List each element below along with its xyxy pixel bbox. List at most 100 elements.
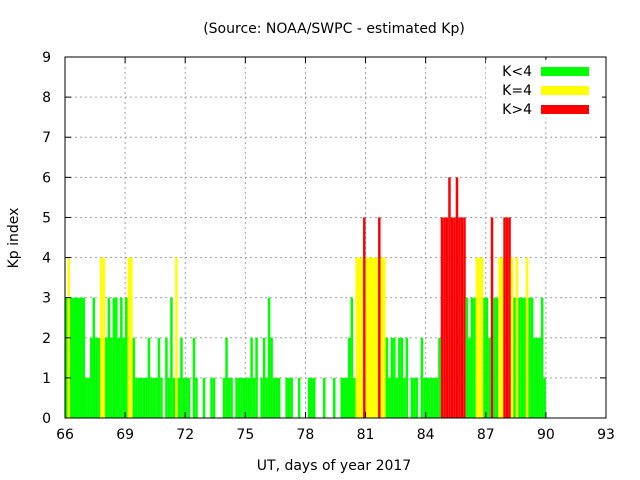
kp-bar <box>483 297 486 418</box>
kp-bar <box>513 297 516 418</box>
kp-bar <box>125 297 128 418</box>
y-tick-label: 3 <box>42 291 51 307</box>
x-tick-label: 87 <box>477 427 495 443</box>
kp-bar <box>97 337 101 418</box>
kp-bar <box>360 257 364 418</box>
kp-bar <box>225 337 228 418</box>
kp-bar <box>450 217 454 418</box>
kp-bar <box>120 297 123 418</box>
kp-bar <box>390 337 394 418</box>
kp-bar <box>460 217 464 418</box>
kp-bar <box>90 337 93 418</box>
kp-bar <box>170 297 173 418</box>
kp-bar <box>107 297 111 418</box>
kp-bar <box>270 337 273 418</box>
kp-bar <box>122 337 126 418</box>
kp-bar <box>443 217 446 418</box>
kp-bar <box>385 337 389 418</box>
kp-bar <box>520 297 524 418</box>
y-tick-label: 5 <box>42 210 51 226</box>
x-tick-label: 84 <box>417 427 435 443</box>
kp-bar <box>245 377 248 418</box>
kp-bar <box>235 377 238 418</box>
kp-bar <box>540 297 544 418</box>
kp-bar <box>543 377 546 418</box>
kp-bar <box>187 377 191 418</box>
kp-bar <box>82 297 86 418</box>
kp-bar <box>340 377 344 418</box>
kp-bar <box>140 377 143 418</box>
kp-bar <box>403 377 406 418</box>
x-tick-label: 72 <box>176 427 194 443</box>
kp-bar <box>485 297 489 418</box>
kp-bar <box>530 297 534 418</box>
kp-bar <box>398 337 401 418</box>
kp-bar <box>433 377 436 418</box>
kp-bar <box>92 297 96 418</box>
y-tick-label: 8 <box>42 90 51 106</box>
x-tick-label: 78 <box>297 427 315 443</box>
kp-bars <box>65 177 546 418</box>
kp-bar <box>247 377 251 418</box>
kp-bar <box>528 297 531 418</box>
kp-bar <box>405 337 409 418</box>
kp-bar <box>508 217 511 418</box>
kp-bar <box>227 377 231 418</box>
kp-bar <box>465 297 469 418</box>
kp-bar <box>505 217 509 418</box>
kp-bar <box>157 337 161 418</box>
kp-bar <box>185 377 188 418</box>
kp-bar <box>265 377 268 418</box>
kp-bar <box>95 337 98 418</box>
y-axis-label: Kp index <box>6 208 22 269</box>
kp-bar <box>453 217 456 418</box>
kp-bar <box>473 297 476 418</box>
kp-bar <box>105 337 108 418</box>
kp-bar <box>132 337 136 418</box>
kp-bar <box>370 257 374 418</box>
kp-bar <box>102 257 106 418</box>
kp-bar <box>117 337 121 418</box>
kp-bar <box>523 297 526 418</box>
kp-bar <box>222 377 226 418</box>
kp-bar <box>395 377 399 418</box>
kp-bar <box>345 377 349 418</box>
kp-bar <box>307 377 311 418</box>
kp-bar <box>428 377 431 418</box>
kp-bar <box>272 377 276 418</box>
x-axis-label: UT, days of year 2017 <box>257 458 411 474</box>
kp-bar <box>373 257 376 418</box>
kp-bar <box>262 337 266 418</box>
kp-bar <box>388 377 391 418</box>
kp-bar <box>237 377 241 418</box>
kp-bar <box>490 217 494 418</box>
kp-bar <box>212 377 216 418</box>
kp-bar <box>480 257 484 418</box>
chart-title: (Source: NOAA/SWPC - estimated Kp) <box>203 21 465 37</box>
kp-bar <box>142 377 146 418</box>
kp-bar <box>165 337 168 418</box>
kp-bar <box>100 257 103 418</box>
legend-label: K<4 <box>502 64 532 80</box>
kp-bar <box>110 337 113 418</box>
kp-bar <box>448 177 451 418</box>
kp-bar <box>515 257 519 418</box>
kp-bar <box>287 377 291 418</box>
kp-bar <box>378 217 381 418</box>
kp-bar <box>380 257 384 418</box>
x-tick-label: 75 <box>236 427 254 443</box>
kp-bar <box>252 377 256 418</box>
kp-bar <box>353 377 356 418</box>
x-tick-label: 81 <box>357 427 375 443</box>
kp-bar <box>383 257 386 418</box>
kp-bar <box>355 257 359 418</box>
kp-bar <box>488 337 491 418</box>
kp-bar <box>400 337 404 418</box>
kp-bar <box>322 377 326 418</box>
kp-bar <box>290 377 293 418</box>
kp-bar <box>230 377 233 418</box>
y-tick-label: 1 <box>42 371 51 387</box>
kp-bar <box>77 297 81 418</box>
kp-bar <box>130 257 133 418</box>
kp-bar <box>127 257 131 418</box>
